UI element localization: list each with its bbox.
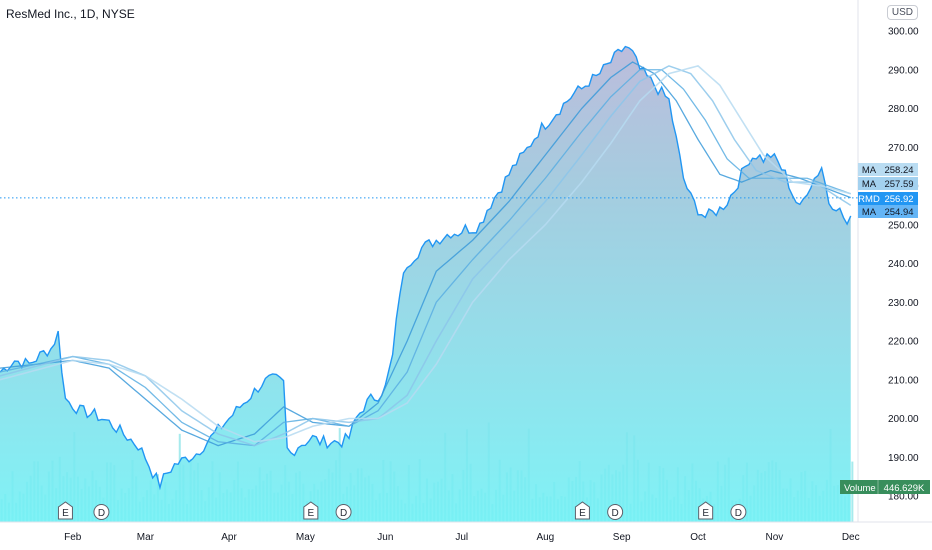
y-tick-label: 210.00	[888, 375, 919, 386]
x-tick-label: Nov	[765, 532, 783, 543]
svg-text:D: D	[612, 508, 619, 519]
svg-text:256.92: 256.92	[884, 194, 913, 205]
svg-text:E: E	[308, 508, 315, 519]
x-tick-label: Jun	[377, 532, 393, 543]
earnings-marker[interactable]: E	[698, 501, 714, 520]
price-tag: MA 258.24	[858, 163, 918, 176]
dividend-marker[interactable]: D	[607, 504, 624, 520]
y-tick-label: 240.00	[888, 259, 919, 270]
svg-text:E: E	[579, 508, 586, 519]
price-tag: MA 254.94	[858, 205, 918, 218]
svg-text:257.59: 257.59	[884, 179, 913, 190]
x-tick-label: Sep	[613, 532, 631, 543]
svg-text:D: D	[98, 508, 105, 519]
x-tick-label: Mar	[137, 532, 155, 543]
x-axis: Feb Mar Apr May Jun Jul Aug Sep Oct Nov Dec	[64, 532, 860, 543]
y-tick-label: 300.00	[888, 27, 919, 38]
svg-text:MA: MA	[862, 165, 877, 176]
price-tags: MA 258.24 MA 257.59 RMD 256.92 MA 254.94	[858, 163, 918, 218]
y-tick-label: 180.00	[888, 492, 919, 503]
earnings-marker[interactable]: E	[574, 501, 590, 520]
x-tick-label: Feb	[64, 532, 82, 543]
currency-button[interactable]: USD	[886, 5, 918, 20]
y-tick-label: 270.00	[888, 143, 919, 154]
y-tick-label: 230.00	[888, 298, 919, 309]
moving-average-line	[0, 69, 851, 447]
svg-text:E: E	[702, 508, 709, 519]
svg-text:RMD: RMD	[858, 194, 880, 205]
dividend-marker[interactable]: D	[93, 504, 110, 520]
x-tick-label: May	[296, 532, 315, 543]
y-tick-label: 190.00	[888, 453, 919, 464]
earnings-marker[interactable]: E	[57, 501, 73, 520]
price-area	[0, 46, 851, 522]
price-tag: RMD 256.92	[858, 192, 918, 205]
earnings-marker[interactable]: E	[303, 501, 319, 520]
x-tick-label: Aug	[536, 532, 554, 543]
y-tick-label: 250.00	[888, 220, 919, 231]
y-tick-label: 200.00	[888, 414, 919, 425]
x-tick-label: Oct	[690, 532, 706, 543]
y-tick-label: 220.00	[888, 337, 919, 348]
svg-text:258.24: 258.24	[884, 165, 913, 176]
dividend-marker[interactable]: D	[730, 504, 747, 520]
x-tick-label: Apr	[221, 532, 237, 543]
chart-title: ResMed Inc., 1D, NYSE	[6, 7, 135, 21]
svg-text:254.94: 254.94	[884, 207, 913, 218]
moving-average-line	[0, 61, 851, 447]
price-tag: MA 257.59	[858, 177, 918, 190]
y-tick-label: 280.00	[888, 104, 919, 115]
svg-text:MA: MA	[862, 207, 877, 218]
y-tick-label: 290.00	[888, 65, 919, 76]
svg-text:D: D	[340, 508, 347, 519]
x-tick-label: Jul	[455, 532, 468, 543]
svg-text:E: E	[62, 508, 69, 519]
svg-text:446.629K: 446.629K	[884, 483, 925, 494]
dividend-marker[interactable]: D	[335, 504, 352, 520]
svg-text:Volume: Volume	[844, 483, 876, 494]
svg-text:MA: MA	[862, 179, 877, 190]
volume-badge: Volume 446.629K	[840, 480, 930, 494]
moving-average-line	[0, 64, 851, 443]
price-line	[0, 45, 852, 491]
y-axis: 180.00 190.00 200.00 210.00 220.00 230.00 240.…	[888, 27, 919, 503]
x-tick-label: Dec	[842, 532, 860, 543]
svg-text:D: D	[735, 508, 742, 519]
